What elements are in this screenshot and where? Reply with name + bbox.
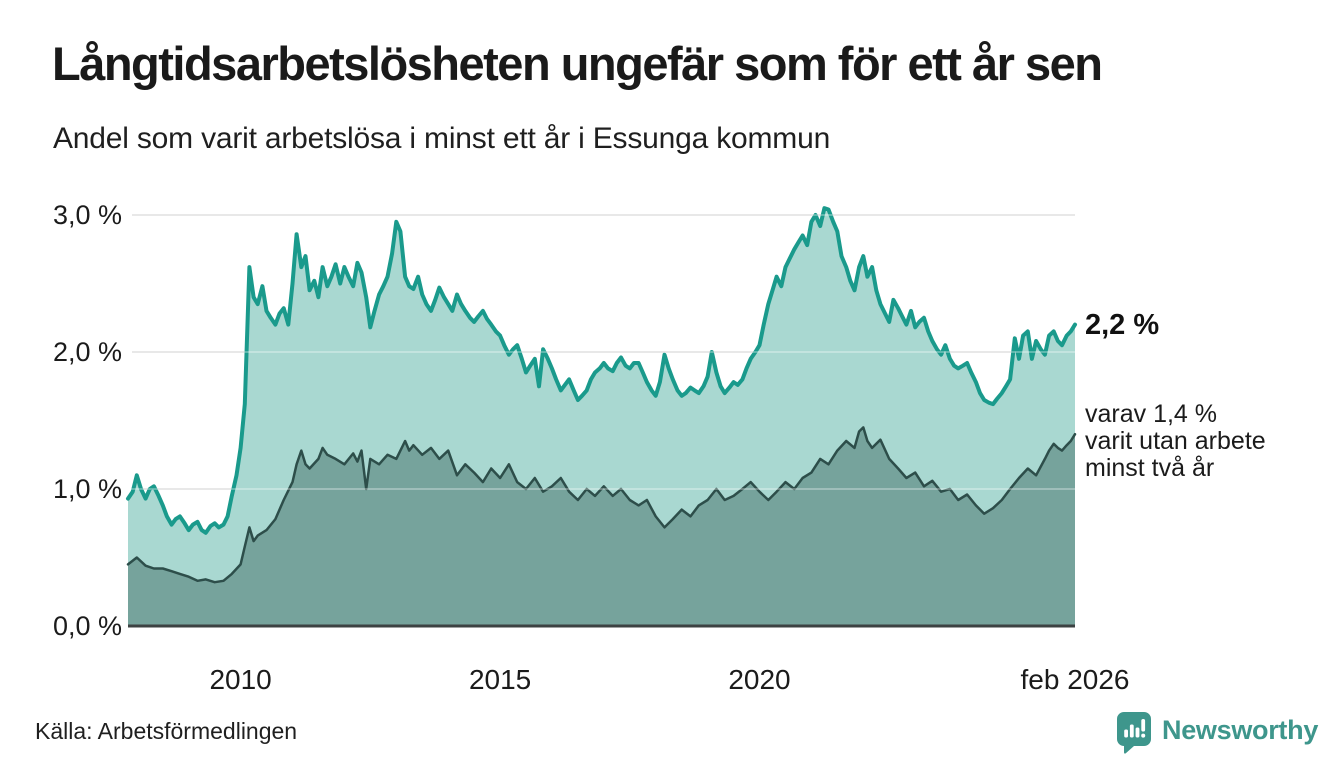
secondary-annotation-line2: varit utan arbete [1085,427,1266,455]
secondary-series-annotation: varav 1,4 % varit utan arbete minst två … [1085,401,1266,482]
y-axis-tick-label: 0,0 % [53,611,122,641]
newsworthy-logo-text: Newsworthy [1162,715,1319,745]
y-axis-tick-label: 1,0 % [53,474,122,504]
y-axis-tick-label: 3,0 % [53,200,122,230]
chart-subtitle: Andel som varit arbetslösa i minst ett å… [53,122,831,155]
series-line-minst-tva-ar [126,426,1077,584]
x-axis-tick-label: feb 2026 [1021,664,1130,695]
x-axis-tick-label: 2020 [728,664,790,695]
x-axis-tick-label: 2010 [209,664,271,695]
newsworthy-logo: Newsworthy [1117,712,1318,754]
latest-value-label: 2,2 % [1085,309,1160,341]
newsworthy-logo-icon [1117,712,1151,754]
series-area-minst-tva-ar [128,427,1075,626]
secondary-annotation-line3: minst två år [1085,454,1215,482]
y-axis-tick-label: 2,0 % [53,337,122,367]
source-note: Källa: Arbetsförmedlingen [35,718,298,744]
chart-title: Långtidsarbetslösheten ungefär som för e… [52,37,1103,90]
series-line-minst-ett-ar [126,206,1077,535]
x-axis-tick-label: 2015 [469,664,531,695]
secondary-annotation-line1: varav 1,4 % [1085,400,1218,428]
